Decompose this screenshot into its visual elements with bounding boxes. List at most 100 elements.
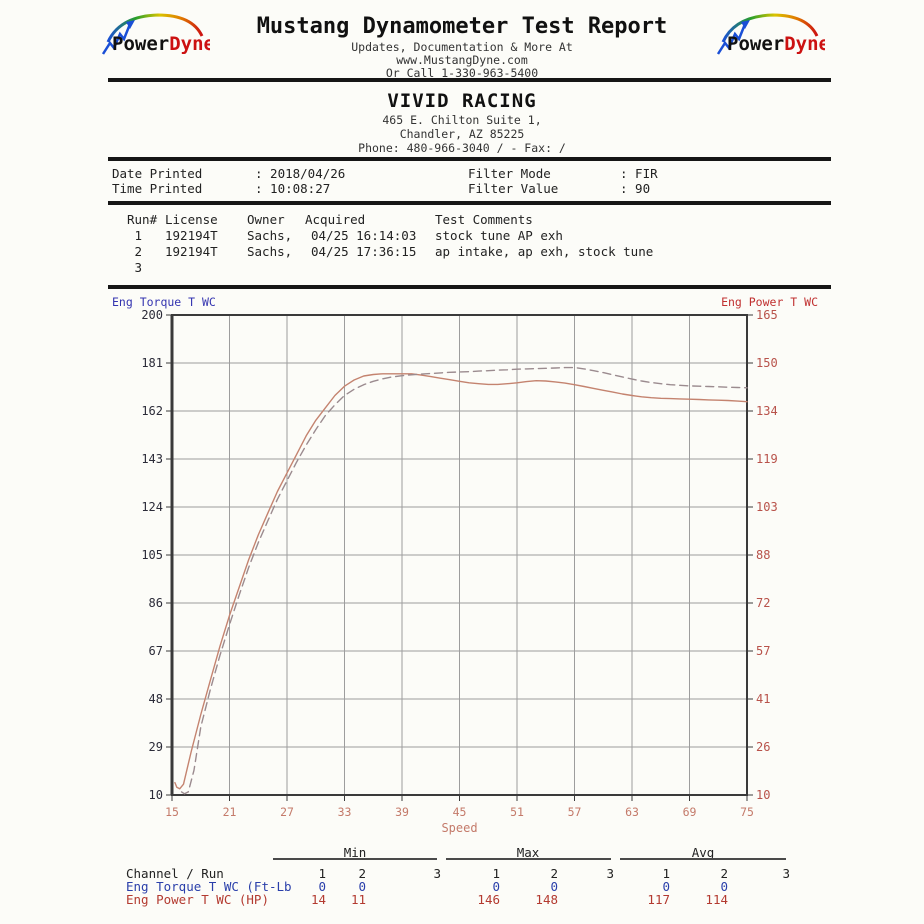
right-axis-tick-label: 72 [756,596,770,610]
x-axis-tick-label: 63 [625,805,639,819]
x-axis-tick-label: 27 [280,805,294,819]
right-axis-tick-label: 26 [756,740,770,754]
header-subtitle-2: www.MustangDyne.com [396,53,528,67]
right-axis-tick-label: 134 [756,404,778,418]
x-axis-tick-label: 51 [510,805,524,819]
dyno-trace-arrow-icon [716,23,747,55]
stats-channel-run-value: 3 [433,866,441,881]
right-axis-tick-label: 41 [756,692,770,706]
stats-group-header: Max [516,845,540,860]
left-axis-tick-label: 105 [141,548,163,562]
stats-channel-run-label: Channel / Run [126,866,224,881]
stats-torque-value: 0 [358,879,366,894]
stats-power-value: 14 [310,892,326,907]
run-owner: Sachs, [247,228,293,243]
logo-text: PowerDyne [112,33,210,55]
x-axis-tick-label: 75 [740,805,754,819]
left-axis-title: Eng Torque T WC [112,295,216,309]
report-title: Mustang Dynamometer Test Report [256,14,668,39]
run-license: 192194T [165,228,218,243]
divider-rule-2 [108,157,831,161]
x-axis-tick-label: 45 [453,805,467,819]
stats-group-header: Min [343,845,367,860]
x-axis-tick-label: 39 [395,805,409,819]
x-axis-tick-label: 69 [683,805,697,819]
stats-group-underline [273,858,437,860]
divider-rule-3 [108,201,831,205]
right-axis-tick-label: 119 [756,452,778,466]
shop-phone: Phone: 480-966-3040 / - Fax: / [358,141,566,155]
stats-torque-value: 0 [318,879,326,894]
right-axis-title: Eng Power T WC [721,295,818,309]
left-axis-tick-label: 86 [149,596,163,610]
filter-mode-value: : FIR [620,166,658,181]
x-axis-tick-label: 15 [165,805,179,819]
stats-channel-run-value: 3 [606,866,614,881]
run-table-header: License [165,212,218,227]
left-axis-tick-label: 29 [149,740,163,754]
left-axis-tick-label: 67 [149,644,163,658]
power-curve-run-1 [174,373,748,790]
x-axis-tick-label: 57 [568,805,582,819]
x-axis-tick-label: 33 [338,805,352,819]
run-table-header: Owner [247,212,285,227]
stats-channel-run-value: 1 [492,866,500,881]
stats-channel-run-value: 1 [662,866,670,881]
stats-power-value: 117 [647,892,670,907]
logo-text-power: Power [727,33,784,55]
time-printed-value: : 10:08:27 [255,181,331,196]
run-acquired: 04/25 16:14:03 [311,228,417,243]
shop-address-1: 465 E. Chilton Suite 1, [382,113,542,127]
left-axis-tick-label: 162 [141,404,163,418]
stats-channel-run-value: 3 [782,866,790,881]
run-acquired: 04/25 17:36:15 [311,244,417,259]
stats-channel-run-value: 2 [550,866,558,881]
logo-text-dyne: Dyne [169,33,210,55]
stats-power-value: 114 [705,892,728,907]
header-subtitle-3: Or Call 1-330-963-5400 [385,66,539,80]
rainbow-arc-icon [106,13,204,43]
right-axis-tick-label: 57 [756,644,770,658]
right-axis-tick-label: 165 [756,308,778,322]
stats-power-label: Eng Power T WC (HP) [126,892,269,907]
rainbow-arc-icon [721,13,819,43]
stats-group-header: Avg [691,845,715,860]
stats-torque-label: Eng Torque T WC (Ft-Lb [126,879,292,894]
logo-text-dyne: Dyne [784,33,825,55]
date-printed-label: Date Printed [112,166,203,181]
left-axis-tick-label: 143 [141,452,163,466]
stats-torque-value: 0 [550,879,558,894]
shop-name: VIVID RACING [387,90,537,112]
filter-value-label: Filter Value [468,181,559,196]
filter-value-value: : 90 [620,181,651,196]
powerdyne-logo-right: PowerDyne [716,13,825,58]
stats-channel-run-value: 2 [720,866,728,881]
dyno-chart: 200 165 181 150 162 134 143 119 124 103 105 88 86 72 6… [141,308,778,835]
power-curve-run-2 [180,366,748,795]
stats-channel-run-value: 2 [358,866,366,881]
left-axis-tick-label: 124 [141,500,163,514]
filter-mode-label: Filter Mode [468,166,551,181]
divider-rule-4 [108,285,831,289]
arrowhead-icon [741,20,750,29]
stats-group-underline [446,858,611,860]
right-axis-tick-label: 10 [756,788,770,802]
run-comments: stock tune AP exh [435,228,563,243]
run-table-header: Test Comments [435,212,533,227]
run-table-header: Run# [127,212,158,227]
run-number: 2 [134,244,142,259]
stats-power-value: 146 [477,892,500,907]
x-axis-tick-label: 21 [223,805,237,819]
header-subtitle-1: Updates, Documentation & More At [351,40,573,54]
date-printed-value: : 2018/04/26 [255,166,346,181]
run-owner: Sachs, [247,244,293,259]
left-axis-tick-label: 48 [149,692,163,706]
dyno-trace-arrow-icon [101,23,132,55]
right-axis-tick-label: 103 [756,500,778,514]
logo-text-power: Power [112,33,169,55]
stats-power-value: 148 [535,892,558,907]
run-license: 192194T [165,244,218,259]
logo-text: PowerDyne [727,33,825,55]
stats-torque-value: 0 [720,879,728,894]
